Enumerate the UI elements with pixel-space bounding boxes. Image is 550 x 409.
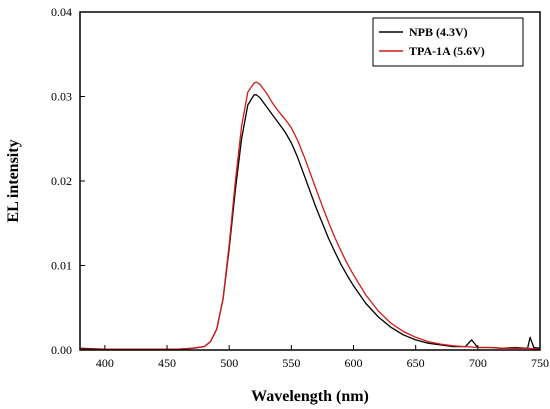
x-tick-label: 500 — [220, 356, 238, 370]
series-line-tpa-1a — [80, 81, 541, 350]
series-line-npb — [79, 94, 541, 350]
y-axis-ticks: 0.00 0.01 0.02 0.03 0.04 — [51, 5, 85, 357]
y-tick-label: 0.00 — [51, 343, 72, 357]
x-axis-title: Wavelength (nm) — [251, 388, 369, 405]
y-tick-label: 0.02 — [51, 174, 72, 188]
x-tick-label: 750 — [531, 356, 549, 370]
x-tick-label: 550 — [282, 356, 300, 370]
legend-label-npb: NPB (4.3V) — [409, 25, 468, 39]
y-tick-label: 0.03 — [51, 90, 72, 104]
legend: NPB (4.3V) TPA-1A (5.6V) — [372, 17, 524, 67]
x-tick-label: 600 — [345, 356, 363, 370]
legend-label-tpa-1a: TPA-1A (5.6V) — [409, 44, 485, 58]
y-axis-title: EL intensity — [5, 139, 22, 222]
x-tick-label: 650 — [407, 356, 425, 370]
x-tick-label: 700 — [469, 356, 487, 370]
x-axis-ticks: 400 450 500 550 600 650 700 750 — [96, 345, 549, 370]
x-tick-label: 400 — [96, 356, 114, 370]
legend-box — [372, 17, 524, 67]
x-tick-label: 450 — [158, 356, 176, 370]
y-tick-label: 0.01 — [51, 259, 72, 273]
plot-frame — [79, 11, 541, 351]
plot-content — [79, 81, 541, 350]
y-tick-label: 0.04 — [51, 5, 72, 19]
